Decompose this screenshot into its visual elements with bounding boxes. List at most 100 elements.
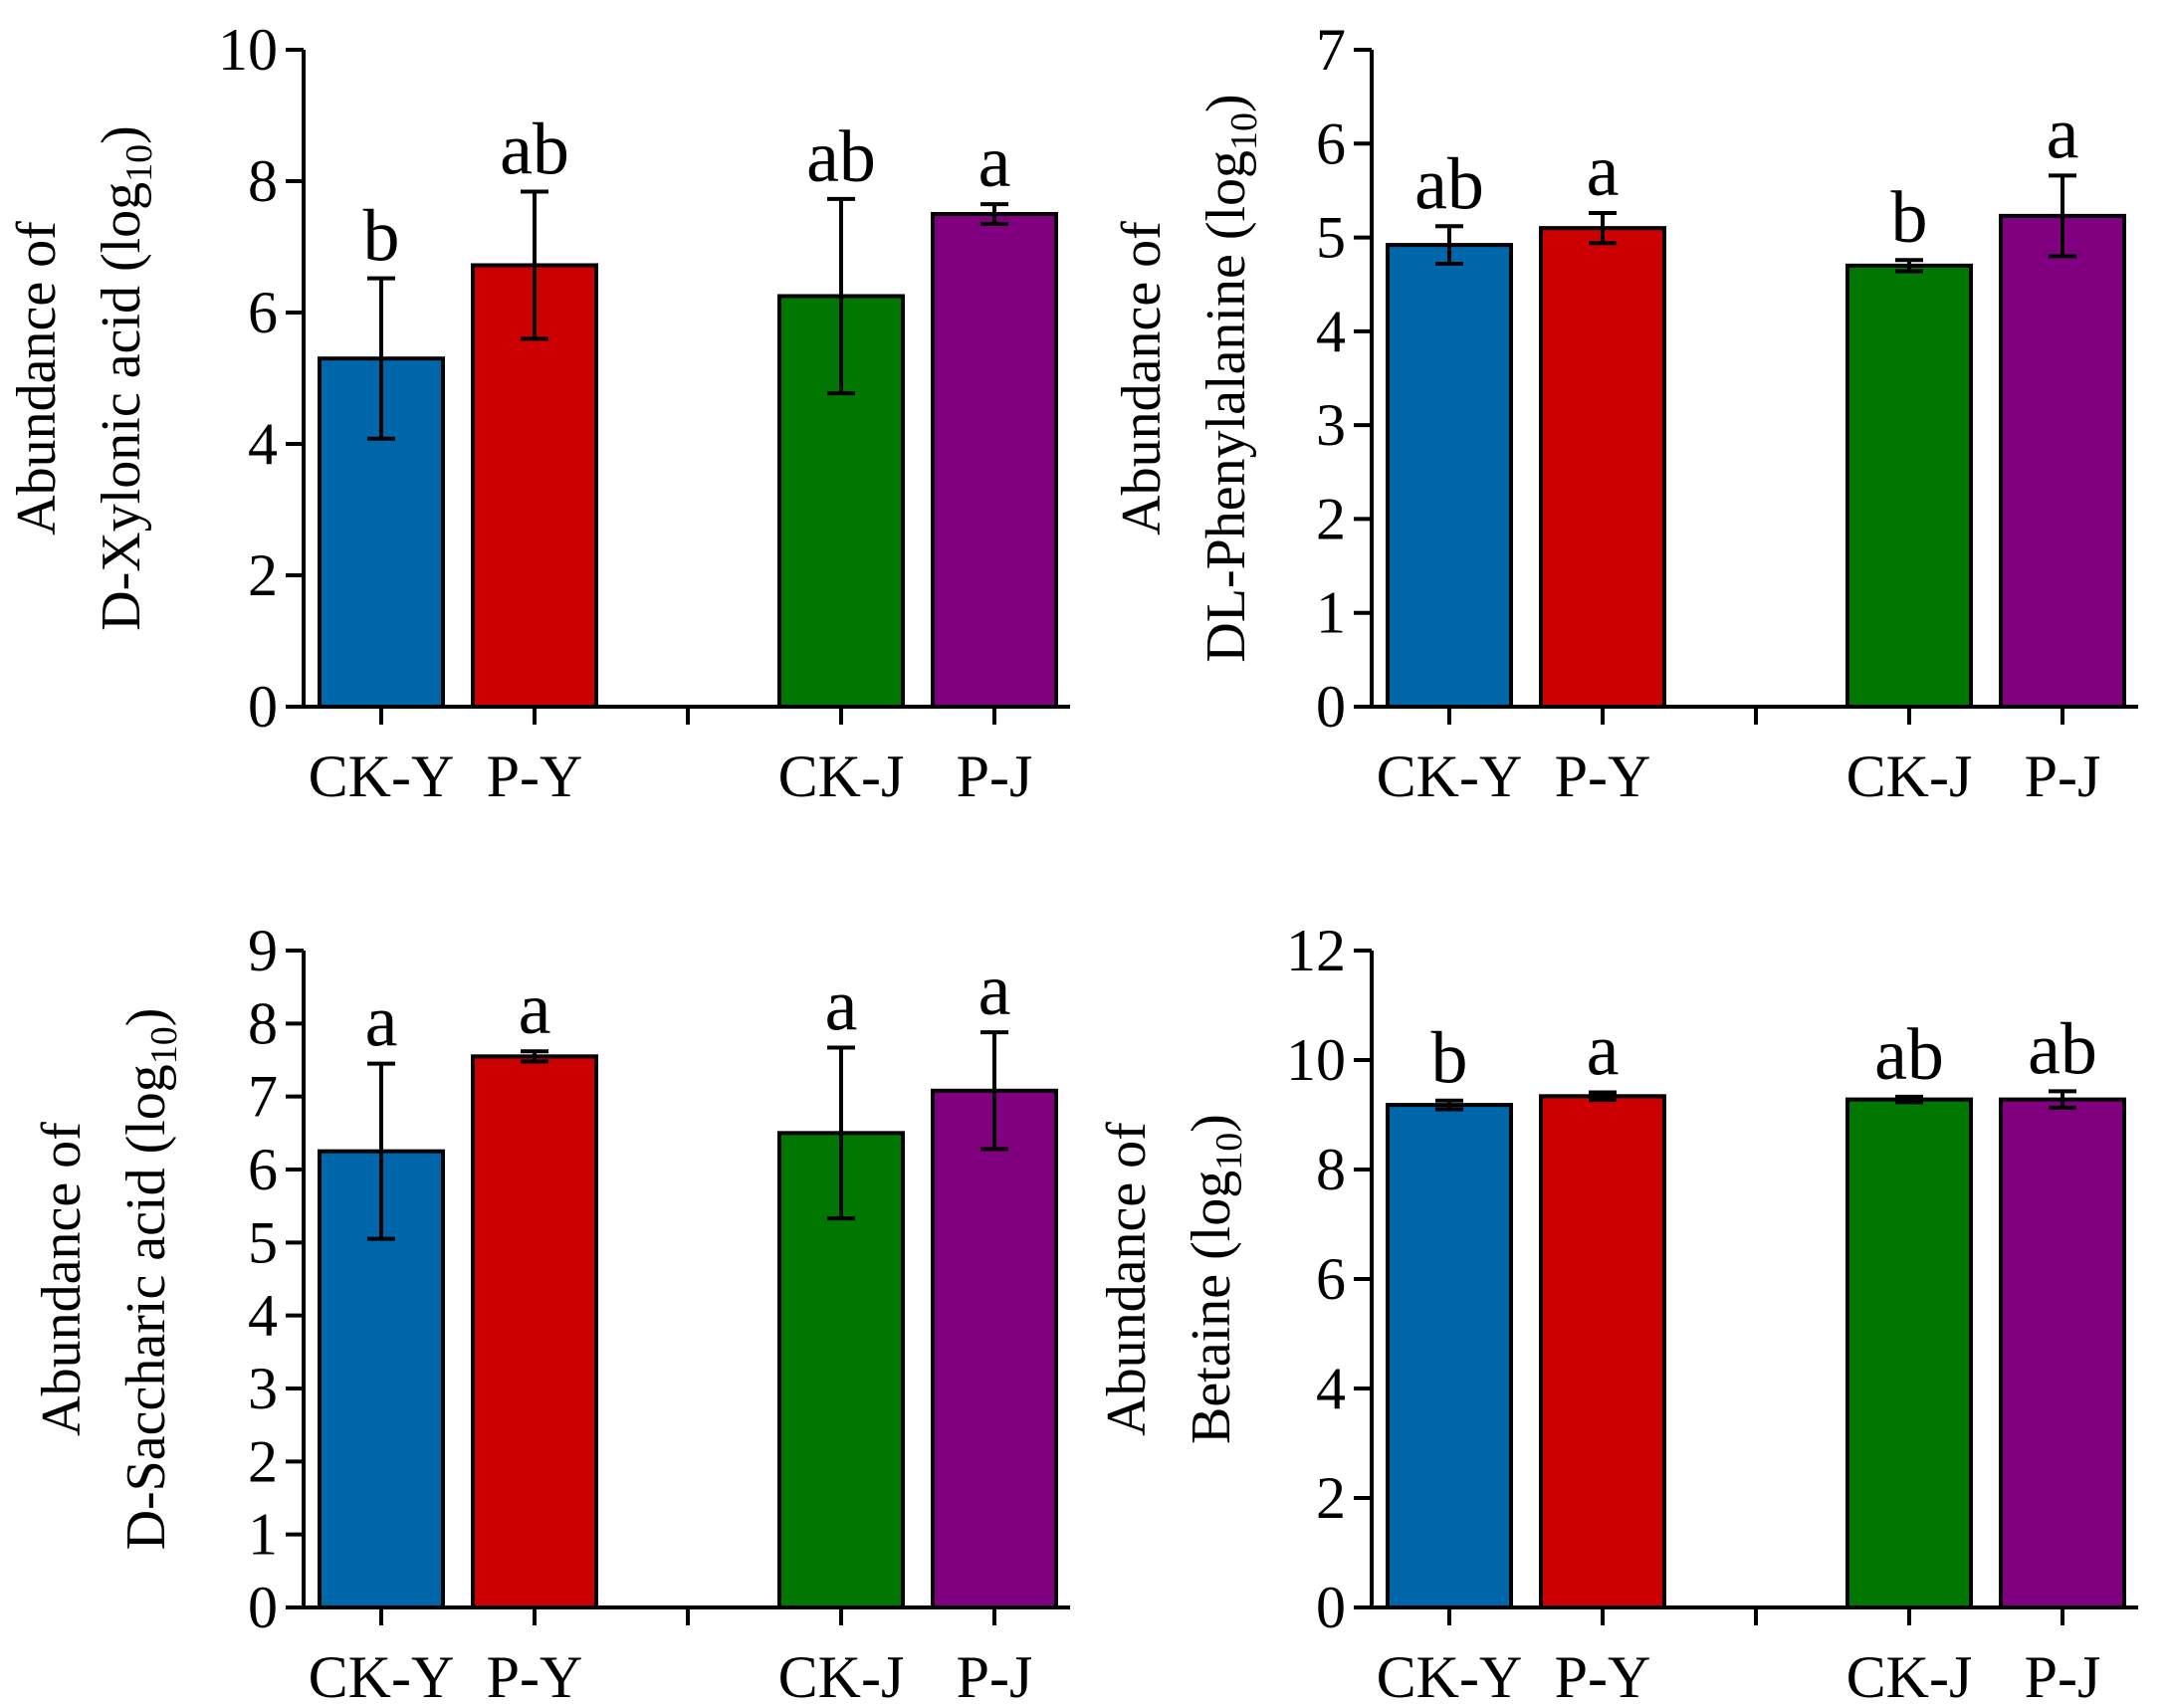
y-tick-label: 3 xyxy=(248,1356,278,1421)
y-tick-label: 2 xyxy=(1316,486,1346,551)
y-tick-label: 8 xyxy=(248,990,278,1056)
significance-label: ab xyxy=(2028,1008,2097,1090)
bar-p-j xyxy=(931,212,1058,709)
y-tick-label: 8 xyxy=(248,148,278,214)
y-axis-title-line2: D-Xylonic acid (log10) xyxy=(91,125,160,631)
x-tick-label: P-J xyxy=(957,744,1033,809)
y-tick-label: 10 xyxy=(218,17,278,83)
y-tick-label: 4 xyxy=(248,1283,278,1349)
y-tick-label: 2 xyxy=(248,1428,278,1494)
y-axis-title-line2: DL-Phenylalanine (log10) xyxy=(1195,94,1265,662)
error-bar-p-y xyxy=(521,189,548,341)
y-tick-label: 6 xyxy=(248,1137,278,1202)
y-tick-label: 0 xyxy=(1316,1575,1346,1640)
error-bar-p-j xyxy=(980,1030,1008,1152)
y-tick-label: 6 xyxy=(1316,1246,1346,1312)
x-tick-label: P-J xyxy=(2025,1644,2101,1708)
y-tick-label: 1 xyxy=(248,1502,278,1568)
y-tick-label: 6 xyxy=(248,280,278,345)
y-tick-label: 7 xyxy=(248,1064,278,1130)
bar-p-j xyxy=(931,1088,1058,1610)
y-tick-label: 1 xyxy=(1316,580,1346,646)
y-tick-label: 4 xyxy=(1316,1356,1346,1421)
y-axis-title-line1: Abundance of xyxy=(1096,1122,1158,1436)
significance-label: a xyxy=(365,981,398,1063)
y-tick-label: 4 xyxy=(1316,299,1346,364)
bar-ck-y xyxy=(1386,243,1513,709)
x-tick-label: CK-Y xyxy=(309,1644,455,1708)
y-axis-title-line2: Betaine (log10) xyxy=(1181,1114,1250,1444)
y-tick-label: 5 xyxy=(248,1209,278,1275)
x-tick-label: P-J xyxy=(957,1644,1033,1708)
significance-label: a xyxy=(825,965,858,1047)
bar-p-y xyxy=(1539,226,1666,709)
y-tick-label: 2 xyxy=(248,542,278,608)
significance-label: a xyxy=(519,968,551,1050)
x-tick-label: CK-J xyxy=(1846,1644,1973,1708)
y-axis-title-line2: D-Saccharic acid (log10) xyxy=(115,1008,185,1551)
y-tick-label: 6 xyxy=(1316,110,1346,176)
significance-label: a xyxy=(2047,93,2079,174)
chart-panel-3: a a a a 0 1 2 3 4 5 6 7 8 9 CK-Y P-Y CK-J P-J Abundance of… xyxy=(31,918,1070,1708)
significance-label: b xyxy=(363,196,400,278)
error-bar-ck-y xyxy=(367,276,395,441)
significance-label: a xyxy=(978,121,1011,203)
y-tick-label: 4 xyxy=(248,411,278,477)
x-tick-label: CK-Y xyxy=(1377,1644,1523,1708)
y-axis-title-line1: Abundance of xyxy=(1111,221,1173,535)
y-tick-label: 0 xyxy=(1316,674,1346,740)
y-tick-label: 12 xyxy=(1286,918,1346,983)
error-bar-p-y xyxy=(521,1049,548,1064)
bar-ck-j xyxy=(1845,1097,1973,1609)
x-tick-label: CK-J xyxy=(1846,744,1973,809)
significance-label: ab xyxy=(1414,143,1484,225)
bar-ck-y xyxy=(1386,1103,1513,1609)
chart-panel-4: b a ab ab 0 2 4 6 8 10 12 CK-Y P-Y CK-J P-J Abundance o… xyxy=(1096,918,2138,1708)
y-tick-label: 7 xyxy=(1316,17,1346,83)
error-bar-p-j xyxy=(980,202,1008,226)
error-bar-ck-j xyxy=(1895,1094,1923,1105)
significance-label: a xyxy=(978,950,1011,1031)
bar-p-j xyxy=(1999,1097,2126,1609)
bar-p-y xyxy=(1539,1094,1666,1610)
y-tick-label: 8 xyxy=(1316,1137,1346,1202)
bar-p-j xyxy=(1999,213,2126,709)
y-tick-label: 0 xyxy=(248,674,278,740)
significance-label: b xyxy=(1891,177,1928,259)
error-bar-ck-j xyxy=(827,1045,855,1221)
bar-p-y xyxy=(471,1054,598,1610)
significance-label: ab xyxy=(500,109,569,191)
x-tick-label: CK-J xyxy=(778,1644,905,1708)
x-tick-label: P-Y xyxy=(1555,744,1651,809)
significance-label: ab xyxy=(1874,1014,1944,1096)
y-tick-label: 3 xyxy=(1316,392,1346,458)
x-tick-label: P-Y xyxy=(487,1644,583,1708)
x-tick-label: P-Y xyxy=(487,744,583,809)
x-tick-label: CK-J xyxy=(778,744,905,809)
error-bar-p-y xyxy=(1589,1090,1617,1103)
y-tick-label: 0 xyxy=(248,1575,278,1640)
error-bar-ck-y xyxy=(367,1061,395,1241)
y-tick-label: 2 xyxy=(1316,1465,1346,1531)
x-tick-label: CK-Y xyxy=(309,744,455,809)
error-bar-ck-y xyxy=(1435,224,1463,266)
chart-panel-1: b ab ab a 0 2 4 6 8 10 CK-Y P-Y CK-J P-J Abundance of D… xyxy=(6,17,1070,809)
y-tick-label: 10 xyxy=(1286,1027,1346,1093)
x-tick-label: P-J xyxy=(2025,744,2101,809)
x-tick-label: P-Y xyxy=(1555,1644,1651,1708)
significance-label: ab xyxy=(806,116,876,198)
significance-label: b xyxy=(1431,1018,1468,1100)
bar-ck-j xyxy=(777,1131,905,1610)
error-bar-p-j xyxy=(2049,173,2076,259)
error-bar-ck-j xyxy=(1895,258,1923,274)
error-bar-ck-j xyxy=(827,196,855,396)
error-bar-ck-y xyxy=(1435,1098,1463,1112)
y-axis-title-line1: Abundance of xyxy=(6,221,68,535)
error-bar-p-j xyxy=(2049,1089,2076,1110)
y-axis-title-line1: Abundance of xyxy=(31,1122,93,1436)
error-bar-p-y xyxy=(1589,211,1617,246)
significance-label: a xyxy=(1587,130,1620,212)
y-tick-label: 5 xyxy=(1316,205,1346,271)
